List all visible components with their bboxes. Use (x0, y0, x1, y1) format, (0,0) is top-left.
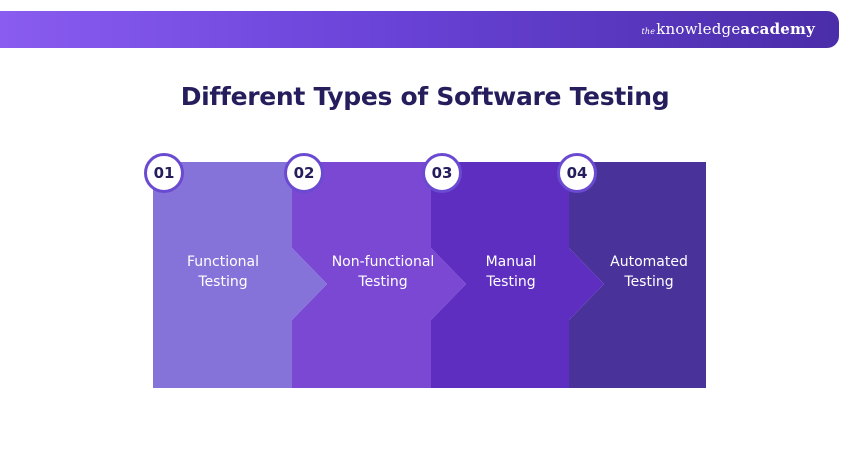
step-3-number-badge: 03 (422, 153, 462, 193)
brand-word-knowledge: knowledge (656, 20, 741, 38)
step-2-label-line2: Testing (358, 274, 408, 290)
step-4-label-line2: Testing (624, 274, 674, 290)
step-1-label: Functional Testing (153, 252, 293, 292)
step-1-label-line2: Testing (198, 274, 248, 290)
brand-word-academy: academy (740, 20, 815, 38)
step-2-label-line1: Non-functional (331, 254, 435, 270)
step-4-label: Automated Testing (579, 252, 719, 292)
brand-prefix: the (641, 27, 656, 36)
page-title: Different Types of Software Testing (180, 82, 670, 111)
step-2-number-badge: 02 (284, 153, 324, 193)
header-banner: theknowledgeacademy (0, 11, 839, 48)
step-3-label-line1: Manual (485, 254, 537, 270)
step-3-label: Manual Testing (441, 252, 581, 292)
step-2-panel (292, 162, 466, 388)
step-4-number-badge: 04 (557, 153, 597, 193)
step-3-panel (431, 162, 604, 388)
step-1-number-badge: 01 (144, 153, 184, 193)
step-1-panel (153, 162, 327, 388)
step-4-label-line1: Automated (610, 254, 688, 270)
brand-logo[interactable]: theknowledgeacademy (642, 20, 815, 38)
step-3-label-line2: Testing (486, 274, 536, 290)
step-4-panel (569, 162, 706, 388)
step-1-label-line1: Functional (186, 254, 260, 270)
step-2-label: Non-functional Testing (313, 252, 453, 292)
